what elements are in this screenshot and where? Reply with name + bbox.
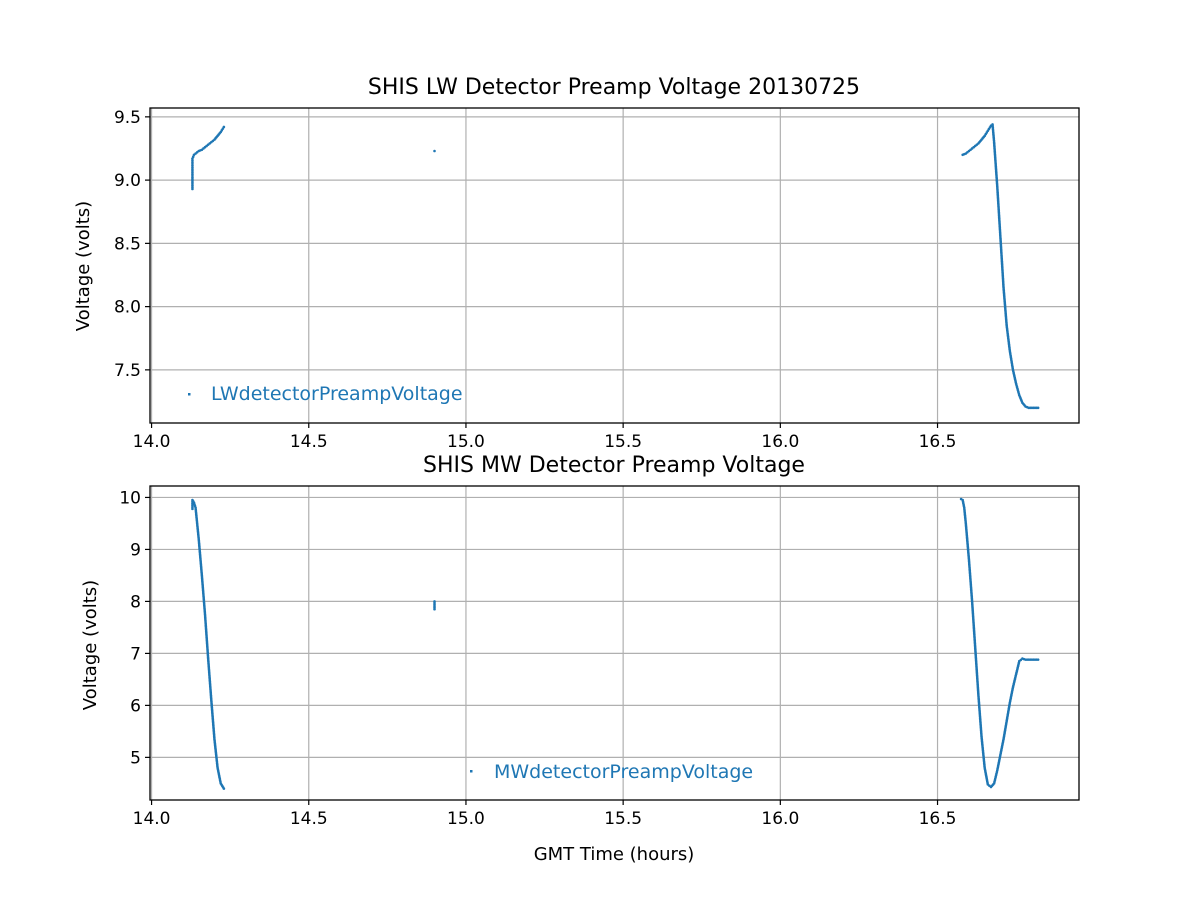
mw-y-ticks: 5 6 7 8 9 10 bbox=[119, 488, 150, 768]
mw-x-tick-label: 15.5 bbox=[604, 809, 642, 829]
mw-legend: MWdetectorPreampVoltage bbox=[470, 761, 753, 783]
mw-plot-frame bbox=[149, 485, 1080, 801]
lw-y-tick-label: 9.5 bbox=[114, 108, 141, 128]
mw-data-point bbox=[1036, 658, 1040, 661]
lw-y-tick-label: 9.0 bbox=[114, 171, 141, 191]
lw-legend-marker bbox=[188, 393, 191, 396]
mw-x-ticks: 14.0 14.5 15.0 15.5 16.0 16.5 bbox=[133, 800, 957, 829]
mw-data-point bbox=[222, 787, 226, 790]
mw-y-tick-label: 9 bbox=[130, 540, 141, 560]
mw-grid bbox=[150, 486, 1079, 800]
lw-y-axis-label: Voltage (volts) bbox=[73, 201, 94, 331]
mw-voltage-panel: SHIS MW Detector Preamp Voltage 14.0 14.5… bbox=[80, 453, 1080, 865]
mw-legend-marker bbox=[470, 770, 473, 773]
mw-y-tick-label: 5 bbox=[130, 748, 141, 768]
lw-plot-frame bbox=[149, 107, 1080, 424]
lw-y-ticks: 7.5 8.0 8.5 9.0 9.5 bbox=[114, 108, 150, 381]
lw-x-ticks: 14.0 14.5 15.0 15.5 16.0 16.5 bbox=[133, 423, 957, 452]
lw-grid bbox=[150, 108, 1079, 423]
lw-x-tick-label: 15.5 bbox=[604, 432, 642, 452]
x-axis-label: GMT Time (hours) bbox=[534, 844, 695, 865]
mw-chart-title: SHIS MW Detector Preamp Voltage bbox=[423, 453, 805, 478]
mw-y-tick-label: 10 bbox=[119, 488, 141, 508]
mw-x-tick-label: 16.0 bbox=[761, 809, 799, 829]
lw-chart-title: SHIS LW Detector Preamp Voltage 20130725 bbox=[368, 75, 860, 100]
lw-data-point bbox=[222, 125, 226, 129]
mw-y-axis-label: Voltage (volts) bbox=[80, 580, 101, 710]
lw-voltage-panel: SHIS LW Detector Preamp Voltage 20130725… bbox=[73, 75, 1080, 452]
lw-x-tick-label: 14.5 bbox=[290, 432, 328, 452]
mw-x-tick-label: 14.0 bbox=[133, 809, 171, 829]
mw-y-tick-label: 7 bbox=[130, 644, 141, 664]
mw-data-point bbox=[433, 600, 436, 603]
mw-y-tick-label: 8 bbox=[130, 592, 141, 612]
lw-y-tick-label: 7.5 bbox=[114, 361, 141, 381]
mw-y-tick-label: 6 bbox=[130, 696, 141, 716]
mw-x-tick-label: 16.5 bbox=[919, 809, 957, 829]
lw-data-point bbox=[1036, 406, 1040, 410]
lw-y-tick-label: 8.0 bbox=[114, 298, 141, 318]
lw-data-point bbox=[433, 149, 436, 153]
mw-legend-label: MWdetectorPreampVoltage bbox=[494, 761, 753, 783]
mw-series-points bbox=[191, 497, 1040, 790]
lw-y-tick-label: 8.5 bbox=[114, 234, 141, 254]
lw-x-tick-label: 16.0 bbox=[761, 432, 799, 452]
lw-x-tick-label: 14.0 bbox=[133, 432, 171, 452]
lw-legend: LWdetectorPreampVoltage bbox=[188, 383, 463, 405]
mw-x-tick-label: 14.5 bbox=[290, 809, 328, 829]
mw-x-tick-label: 15.0 bbox=[447, 809, 485, 829]
lw-legend-label: LWdetectorPreampVoltage bbox=[211, 383, 463, 405]
lw-x-tick-label: 15.0 bbox=[447, 432, 485, 452]
lw-x-tick-label: 16.5 bbox=[919, 432, 957, 452]
lw-series-points bbox=[191, 123, 1040, 410]
